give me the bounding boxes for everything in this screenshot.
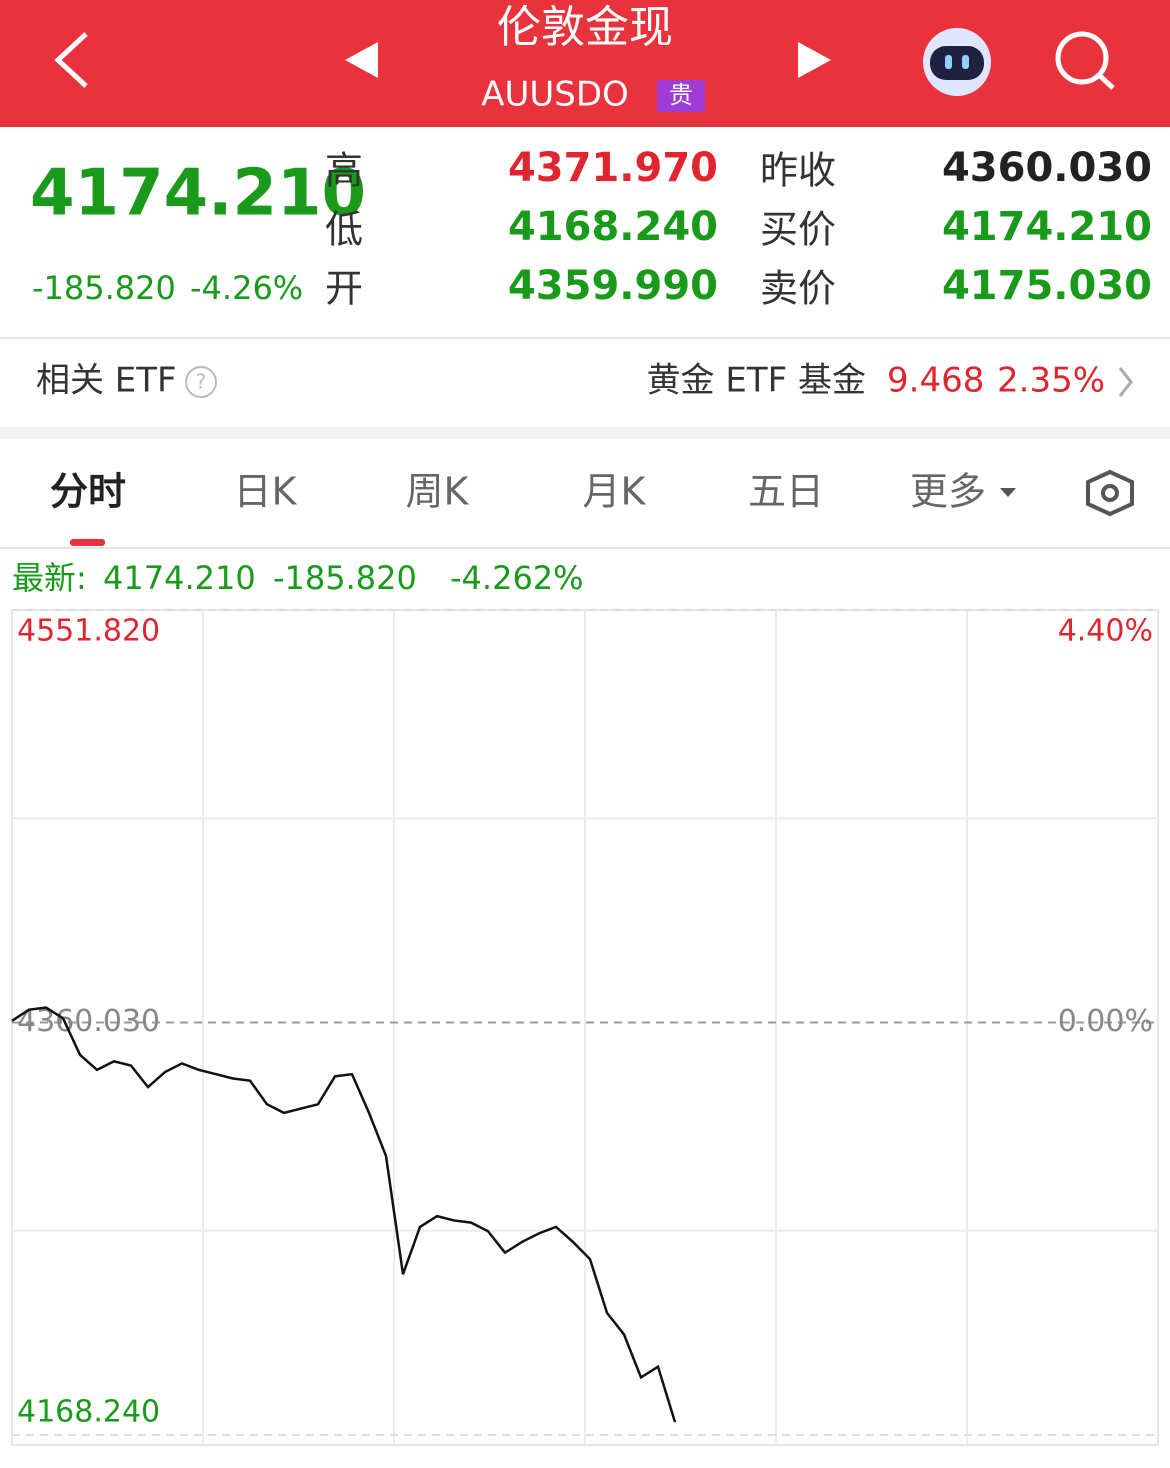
stats: 高 4371.970 低 4168.240 开 4359.990 昨收 4360.030 买价 4… [325, 145, 1152, 311]
tab[interactable]: 周K [406, 470, 470, 514]
settings-dot [1101, 484, 1119, 502]
tab[interactable]: 分时 [50, 470, 126, 514]
settings-icon[interactable] [1086, 469, 1134, 517]
etf-price: 9.468 [887, 361, 984, 401]
help-icon[interactable] [185, 366, 217, 398]
stat-label: 开 [325, 267, 363, 311]
stat-label: 高 [325, 149, 363, 193]
stat-label: 昨收 [760, 149, 836, 193]
help-mark: ? [196, 370, 207, 394]
tab[interactable]: 五日 [748, 470, 824, 514]
latest-info: -4.262% [450, 559, 584, 597]
tab[interactable]: 更多 [910, 470, 986, 514]
change-pct: -4.26% [190, 269, 303, 307]
stat-label: 买价 [760, 208, 836, 252]
more-arrow [1000, 488, 1016, 497]
stat-value: 4360.030 [942, 145, 1152, 191]
latest-info: 最新: [12, 559, 87, 597]
title: 伦敦金现 [497, 2, 673, 53]
latest-info: 4174.210 [103, 559, 256, 597]
y-tick-label: 4360.030 [17, 1004, 160, 1039]
search-icon[interactable] [1055, 31, 1115, 90]
code: AUUSDO [481, 75, 629, 115]
stat-value: 4175.030 [942, 263, 1152, 309]
tabs: 分时 日K 周K 月K 五日 更多 [50, 470, 986, 514]
prev-button[interactable] [345, 42, 378, 78]
price: 4174.210 [30, 157, 366, 231]
y-tick-label: 4551.820 [17, 614, 160, 649]
y-tick-label: 4168.240 [17, 1395, 160, 1430]
badge-bg [657, 80, 705, 112]
badge: 贵 [669, 81, 693, 109]
etf-pct: 2.35% [997, 361, 1105, 401]
stat-value: 4371.970 [508, 145, 718, 191]
etf-arrow[interactable] [1118, 367, 1133, 397]
change: -185.820 [32, 269, 176, 307]
back-button[interactable] [54, 32, 88, 88]
tab[interactable]: 月K [583, 470, 647, 514]
chart: 最新: 4174.210 -185.820 -4.262% 4168.240 4360.0… [11, 559, 1159, 1446]
y2-tick-label: 0.00% [1058, 1004, 1153, 1039]
price-line [11, 1006, 677, 1423]
y2-tick-label: 4.40% [1058, 614, 1153, 649]
latest-info: -185.820 [273, 559, 417, 597]
stat-value: 4168.240 [508, 204, 718, 250]
stat-value: 4359.990 [508, 263, 718, 309]
stat-label: 低 [325, 208, 363, 252]
assistant-icon[interactable] [923, 28, 991, 96]
etf-label: 相关 ETF [36, 361, 177, 401]
tab[interactable]: 日K [234, 470, 298, 514]
stat-value: 4174.210 [942, 204, 1152, 250]
stat-label: 卖价 [760, 267, 836, 311]
next-button[interactable] [798, 42, 831, 78]
etf-name[interactable]: 黄金 ETF 基金 [647, 361, 866, 401]
spacer [0, 427, 1170, 439]
tab-indicator [70, 539, 105, 546]
